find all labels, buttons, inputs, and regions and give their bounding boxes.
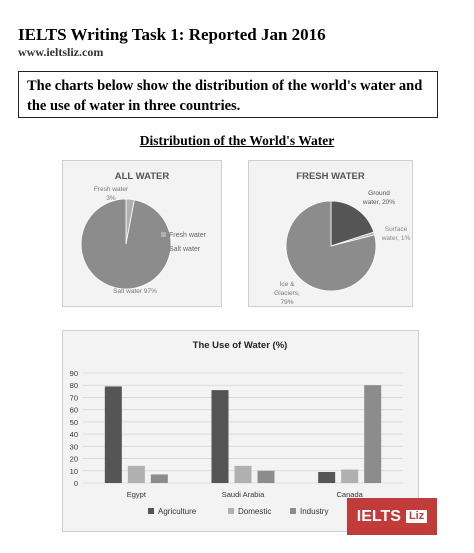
ice-glaciers-slice-label: Ice & Glaciers, 79%: [274, 281, 300, 306]
salt-water-slice: [80, 198, 172, 290]
y-tick-label-10: 10: [70, 467, 78, 476]
y-tick-label-70: 70: [70, 393, 78, 402]
legend-swatch-agriculture: [148, 508, 154, 514]
legend-swatch-1: [161, 246, 166, 251]
website-url[interactable]: www.ieltsliz.com: [18, 45, 104, 59]
all-water-title: ALL WATER: [114, 171, 170, 182]
legend-swatch-industry: [290, 508, 296, 514]
surface-water-slice-label: Surface water, 1%: [381, 226, 411, 242]
bar-chart-title: The Use of Water (%): [193, 340, 288, 351]
x-category-label-0: Egypt: [127, 490, 147, 499]
y-tick-label-60: 60: [70, 406, 78, 415]
all-water-panel: ALL WATER Fresh water 3% Salt water 97% Fre…: [62, 160, 222, 307]
y-tick-label-50: 50: [70, 418, 78, 427]
page-title: IELTS Writing Task 1: Reported Jan 2016: [18, 25, 326, 44]
legend-label-1: Salt water: [169, 246, 201, 253]
salt-water-slice-label: Salt water 97%: [113, 288, 157, 295]
fresh-water-title: FRESH WATER: [296, 171, 365, 182]
x-category-label-2: Canada: [337, 490, 364, 499]
fresh-water-slice-label: Fresh water 3%: [94, 186, 129, 202]
fresh-water-panel: FRESH WATER Ground water, 20% Surface water…: [248, 160, 413, 307]
legend-label-domestic: Domestic: [238, 507, 271, 516]
bar-industry-0: [150, 474, 168, 483]
y-tick-label-20: 20: [70, 455, 78, 464]
bar-agriculture-2: [318, 472, 336, 483]
y-tick-label-0: 0: [74, 479, 78, 488]
logo-sub-text: Liz: [405, 510, 428, 523]
y-tick-label-40: 40: [70, 430, 78, 439]
legend-label-0: Fresh water: [169, 232, 207, 239]
legend-swatch-domestic: [228, 508, 234, 514]
legend-label-industry: Industry: [300, 507, 328, 516]
ice-glaciers-slice: [285, 200, 377, 292]
legend-label-agriculture: Agriculture: [158, 507, 197, 516]
legend-swatch-0: [161, 232, 166, 237]
bar-industry-2: [364, 385, 382, 483]
y-tick-label-90: 90: [70, 369, 78, 378]
fresh-water-pie-chart: Ground water, 20% Surface water, 1% Ice & Gla…: [274, 190, 411, 306]
bar-agriculture-1: [211, 390, 229, 483]
section-heading: Distribution of the World's Water: [0, 133, 474, 149]
y-tick-label-30: 30: [70, 442, 78, 451]
ground-water-slice-label: Ground water, 20%: [362, 190, 395, 206]
all-water-pie-chart: Fresh water 3% Salt water 97% Fresh water Sa…: [80, 186, 207, 295]
x-category-label-1: Saudi Arabia: [222, 490, 265, 499]
bar-agriculture-0: [104, 386, 122, 483]
section-heading-text: Distribution of the World's Water: [139, 133, 335, 148]
use-of-water-bar-chart: The Use of Water (%) 0 10 20 30 40 50 60 70 80 90 E…: [70, 340, 403, 516]
logo-main-text: IELTS: [356, 507, 401, 525]
bar-domestic-2: [341, 469, 359, 483]
y-tick-label-80: 80: [70, 381, 78, 390]
task-description: The charts below show the distribution o…: [18, 71, 438, 118]
bar-domestic-1: [234, 465, 252, 483]
ground-water-slice: [330, 200, 375, 247]
ieltsliz-logo: IELTS Liz: [347, 498, 437, 535]
bar-domestic-0: [127, 465, 145, 483]
bar-industry-1: [257, 470, 275, 483]
